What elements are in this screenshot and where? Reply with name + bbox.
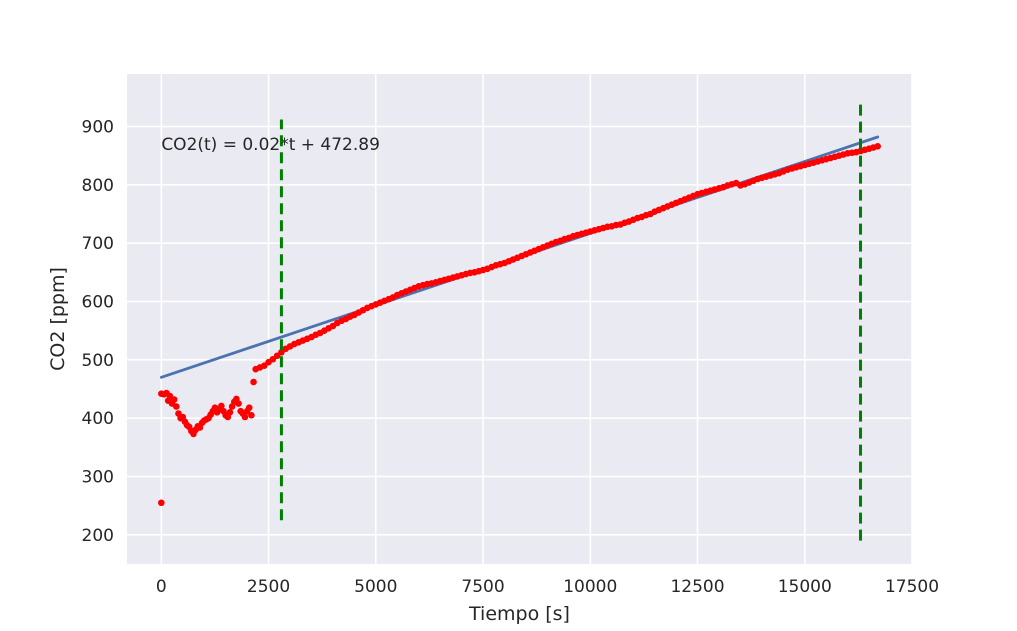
y-tick-label: 200: [82, 526, 114, 546]
data-point: [241, 413, 249, 421]
x-axis-label: Tiempo [s]: [468, 603, 570, 625]
x-tick-label: 17500: [885, 577, 939, 597]
x-tick-label: 5000: [354, 577, 397, 597]
y-tick-label: 600: [82, 293, 114, 313]
data-points: [158, 143, 881, 507]
data-point: [158, 499, 165, 507]
y-tick-label: 700: [82, 234, 114, 254]
data-point: [235, 400, 242, 407]
y-tick-label: 500: [82, 351, 114, 371]
data-point: [248, 411, 255, 419]
data-point: [245, 404, 253, 411]
x-tick-label: 12500: [670, 577, 724, 597]
tick-labels: 0 2500 5000 7500 10000 12500 15000 17500 200 300 4…: [82, 118, 940, 598]
y-tick-label: 900: [82, 118, 114, 138]
data-point: [250, 378, 257, 386]
x-tick-label: 10000: [563, 577, 617, 597]
data-point: [173, 403, 180, 410]
data-point: [226, 409, 234, 416]
x-tick-label: 2500: [247, 577, 290, 597]
data-point: [218, 402, 225, 410]
threshold-lines: [279, 100, 863, 541]
x-tick-label: 0: [156, 577, 167, 597]
y-tick-label: 300: [82, 468, 114, 488]
plot-area: [127, 74, 912, 564]
data-point: [874, 143, 881, 150]
y-tick-label: 400: [82, 409, 114, 429]
grid: [127, 74, 913, 564]
data-point: [170, 396, 178, 403]
fit-equation-annotation: CO2(t) = 0.02*t + 472.89: [161, 135, 380, 155]
x-tick-label: 7500: [461, 577, 504, 597]
x-tick-label: 15000: [778, 577, 832, 597]
y-tick-label: 800: [82, 176, 114, 196]
y-axis-label: CO2 [ppm]: [47, 267, 69, 371]
